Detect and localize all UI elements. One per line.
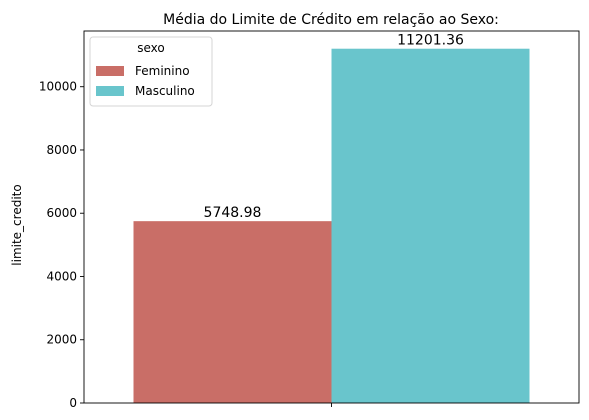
bar-labels-group: 5748.98 11201.36 bbox=[204, 33, 464, 221]
legend-label: Masculino bbox=[135, 84, 195, 98]
y-tick-label: 4000 bbox=[46, 269, 77, 283]
legend-title: sexo bbox=[137, 41, 165, 55]
bar-value-label: 5748.98 bbox=[204, 205, 262, 221]
y-tick-label: 8000 bbox=[46, 143, 77, 157]
y-tick-label: 10000 bbox=[39, 80, 77, 94]
y-tick-label: 2000 bbox=[46, 333, 77, 347]
y-tick-label: 6000 bbox=[46, 206, 77, 220]
bar-value-label: 11201.36 bbox=[397, 33, 464, 49]
legend-label: Feminino bbox=[135, 64, 190, 78]
legend-items: Feminino Masculino bbox=[96, 64, 195, 98]
legend-swatch bbox=[96, 66, 124, 76]
y-axis: 0 2000 4000 6000 8000 10000 bbox=[39, 80, 84, 410]
legend: sexo Feminino Masculino bbox=[89, 36, 213, 107]
y-tick-label: 0 bbox=[69, 396, 77, 410]
y-axis-label: limite_credito bbox=[10, 184, 24, 265]
legend-swatch bbox=[96, 86, 124, 96]
chart-title: Média do Limite de Crédito em relação ao… bbox=[163, 12, 499, 28]
bars-group bbox=[133, 48, 530, 403]
bar-masculino bbox=[331, 48, 530, 403]
bar-feminino bbox=[133, 221, 332, 403]
plot-frame bbox=[83, 30, 580, 404]
